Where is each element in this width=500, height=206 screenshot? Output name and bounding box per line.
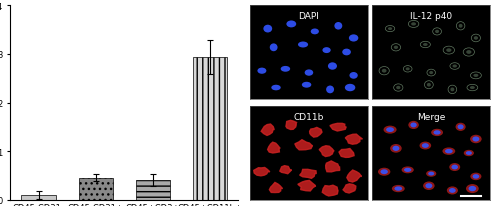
Ellipse shape xyxy=(446,49,452,53)
Ellipse shape xyxy=(410,123,416,128)
Ellipse shape xyxy=(472,137,480,142)
Ellipse shape xyxy=(450,88,454,92)
Ellipse shape xyxy=(378,168,390,176)
Ellipse shape xyxy=(396,86,400,90)
Ellipse shape xyxy=(384,126,396,134)
Bar xyxy=(22,195,56,200)
Ellipse shape xyxy=(470,135,482,144)
Text: Merge: Merge xyxy=(417,112,446,121)
Polygon shape xyxy=(347,170,362,182)
Ellipse shape xyxy=(342,49,351,56)
Ellipse shape xyxy=(452,165,458,170)
Ellipse shape xyxy=(350,73,358,79)
Ellipse shape xyxy=(450,163,460,171)
Ellipse shape xyxy=(270,44,278,52)
Ellipse shape xyxy=(423,182,434,190)
Polygon shape xyxy=(310,128,322,137)
Ellipse shape xyxy=(426,171,436,177)
Ellipse shape xyxy=(470,173,482,180)
Bar xyxy=(192,58,227,200)
Ellipse shape xyxy=(382,69,386,73)
Ellipse shape xyxy=(280,67,290,72)
Bar xyxy=(78,178,113,200)
Ellipse shape xyxy=(435,30,439,34)
Ellipse shape xyxy=(258,68,266,74)
Ellipse shape xyxy=(456,123,466,131)
Polygon shape xyxy=(286,121,296,130)
Ellipse shape xyxy=(334,23,342,30)
Ellipse shape xyxy=(468,186,476,191)
Ellipse shape xyxy=(264,26,272,33)
Ellipse shape xyxy=(310,29,319,35)
Ellipse shape xyxy=(426,183,432,188)
Ellipse shape xyxy=(322,48,330,54)
Ellipse shape xyxy=(447,186,458,194)
Ellipse shape xyxy=(392,185,404,192)
Ellipse shape xyxy=(428,172,434,176)
Ellipse shape xyxy=(302,82,312,88)
Polygon shape xyxy=(322,185,338,196)
Ellipse shape xyxy=(404,168,411,172)
Polygon shape xyxy=(339,149,354,158)
Ellipse shape xyxy=(474,37,478,41)
Ellipse shape xyxy=(420,142,431,150)
Polygon shape xyxy=(268,143,280,153)
Polygon shape xyxy=(330,124,346,131)
Ellipse shape xyxy=(445,149,452,154)
Ellipse shape xyxy=(345,84,356,92)
Ellipse shape xyxy=(449,188,456,193)
Ellipse shape xyxy=(442,148,455,155)
Ellipse shape xyxy=(474,74,478,78)
Polygon shape xyxy=(343,184,356,193)
Ellipse shape xyxy=(394,46,398,50)
Ellipse shape xyxy=(452,65,457,68)
Ellipse shape xyxy=(386,128,394,132)
Ellipse shape xyxy=(298,42,308,48)
Ellipse shape xyxy=(427,83,431,87)
Polygon shape xyxy=(300,170,316,178)
Ellipse shape xyxy=(408,121,419,129)
Ellipse shape xyxy=(429,72,433,75)
Ellipse shape xyxy=(349,35,358,42)
Ellipse shape xyxy=(466,51,471,55)
Ellipse shape xyxy=(328,63,337,70)
Ellipse shape xyxy=(472,174,479,179)
Ellipse shape xyxy=(272,85,280,91)
Ellipse shape xyxy=(423,44,428,47)
Polygon shape xyxy=(270,183,282,193)
Ellipse shape xyxy=(411,23,416,26)
Ellipse shape xyxy=(458,25,462,29)
Ellipse shape xyxy=(466,151,472,155)
Ellipse shape xyxy=(388,28,392,31)
Ellipse shape xyxy=(380,170,388,174)
Ellipse shape xyxy=(286,21,296,28)
Bar xyxy=(136,180,170,200)
Polygon shape xyxy=(280,166,291,174)
Ellipse shape xyxy=(402,167,414,173)
Ellipse shape xyxy=(390,144,402,153)
Ellipse shape xyxy=(470,87,475,90)
Ellipse shape xyxy=(464,150,474,156)
Polygon shape xyxy=(254,168,270,176)
Polygon shape xyxy=(319,146,334,157)
Ellipse shape xyxy=(406,68,409,71)
Polygon shape xyxy=(295,140,312,150)
Polygon shape xyxy=(346,135,362,145)
Polygon shape xyxy=(261,124,274,136)
Ellipse shape xyxy=(422,143,429,148)
Ellipse shape xyxy=(394,186,402,191)
Text: IL-12 p40: IL-12 p40 xyxy=(410,12,453,21)
Ellipse shape xyxy=(466,184,478,193)
Ellipse shape xyxy=(326,86,334,94)
Ellipse shape xyxy=(392,146,400,151)
Text: DAPI: DAPI xyxy=(298,12,320,21)
Polygon shape xyxy=(298,180,316,191)
Ellipse shape xyxy=(304,70,313,76)
Ellipse shape xyxy=(458,125,464,130)
Text: CD11b: CD11b xyxy=(294,112,324,121)
Ellipse shape xyxy=(431,129,443,136)
Ellipse shape xyxy=(434,131,440,135)
Text: B: B xyxy=(252,6,263,20)
Polygon shape xyxy=(326,161,340,172)
